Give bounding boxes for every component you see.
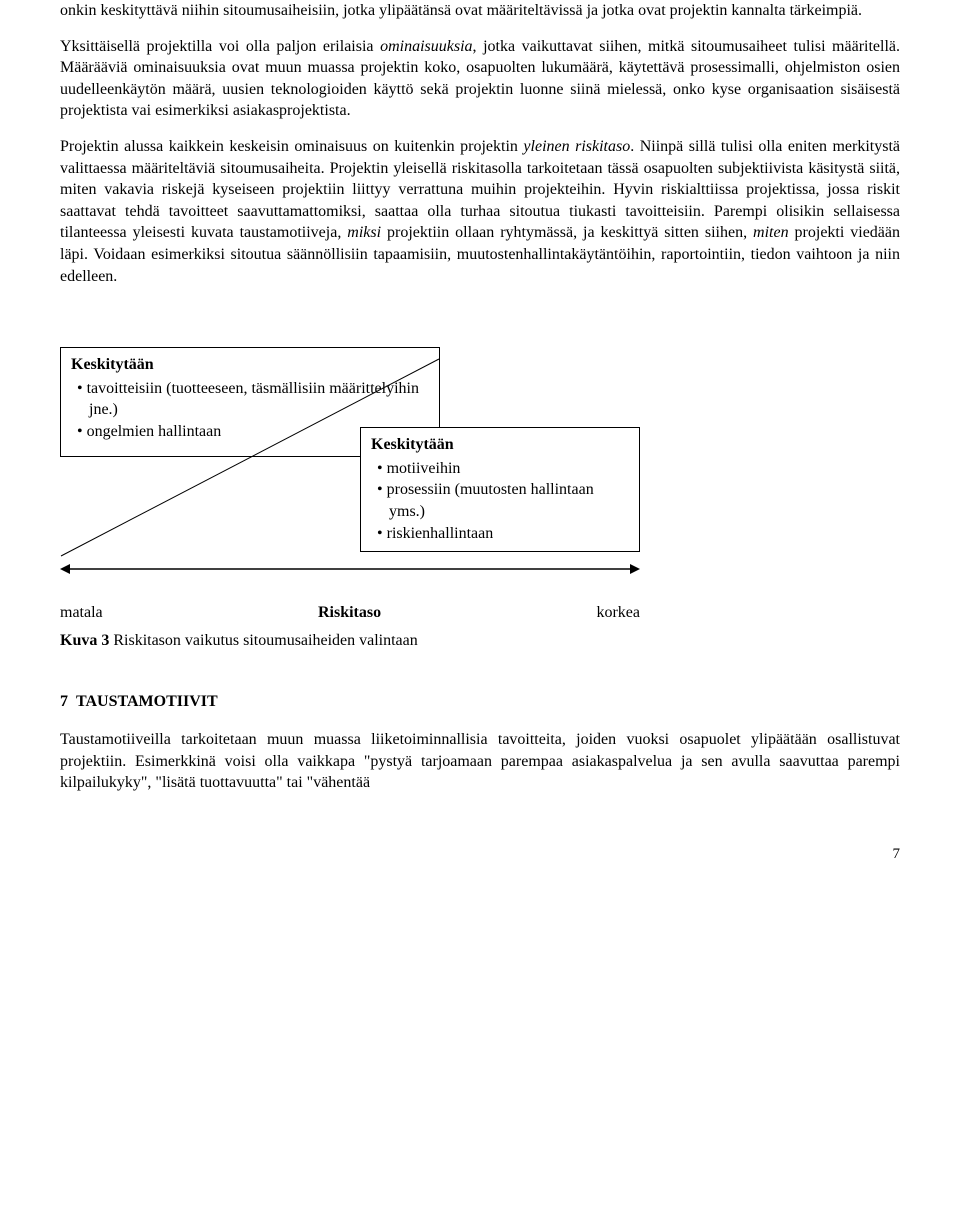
caption-text: Riskitason vaikutus sitoumusaiheiden val… bbox=[109, 632, 417, 649]
paragraph-4: Taustamotiiveilla tarkoitetaan muun muas… bbox=[60, 729, 900, 794]
box2-title: Keskitytään bbox=[371, 434, 629, 456]
diagram-axis-labels: matala Riskitaso korkea bbox=[60, 602, 640, 624]
paragraph-3: Projektin alussa kaikkein keskeisin omin… bbox=[60, 136, 900, 287]
para2-italic: ominaisuuksia bbox=[380, 38, 472, 55]
axis-label-mid: Riskitaso bbox=[318, 602, 381, 624]
para3-text-a: Projektin alussa kaikkein keskeisin omin… bbox=[60, 138, 523, 155]
diagram-axis-arrow bbox=[60, 559, 640, 579]
section-number: 7 bbox=[60, 693, 68, 710]
para3-italic-f: miten bbox=[753, 224, 789, 241]
paragraph-1: onkin keskityttävä niihin sitoumusaiheis… bbox=[60, 0, 900, 22]
axis-label-left: matala bbox=[60, 602, 103, 624]
figure-caption: Kuva 3 Riskitason vaikutus sitoumusaihei… bbox=[60, 630, 900, 652]
para3-italic-b: yleinen riskitaso bbox=[523, 138, 630, 155]
para2-text-a: Yksittäisellä projektilla voi olla paljo… bbox=[60, 38, 380, 55]
box2-item-0: motiiveihin bbox=[389, 458, 629, 480]
section-heading: 7 TAUSTAMOTIIVIT bbox=[60, 691, 900, 713]
caption-label: Kuva 3 bbox=[60, 632, 109, 649]
section-title: TAUSTAMOTIIVIT bbox=[76, 693, 218, 710]
paragraph-2: Yksittäisellä projektilla voi olla paljo… bbox=[60, 36, 900, 122]
box2-item-1: prosessiin (muutosten hallintaan yms.) bbox=[389, 479, 629, 522]
page-number: 7 bbox=[60, 844, 900, 864]
box2-item-2: riskienhallintaan bbox=[389, 523, 629, 545]
diagram-box-right: Keskitytään motiiveihin prosessiin (muut… bbox=[360, 427, 640, 552]
diagram-figure: Keskitytään tavoitteisiin (tuotteeseen, … bbox=[60, 347, 900, 651]
para3-italic-d: miksi bbox=[347, 224, 381, 241]
para3-text-e: projektiin ollaan ryhtymässä, ja keskitt… bbox=[381, 224, 753, 241]
axis-label-right: korkea bbox=[596, 602, 640, 624]
